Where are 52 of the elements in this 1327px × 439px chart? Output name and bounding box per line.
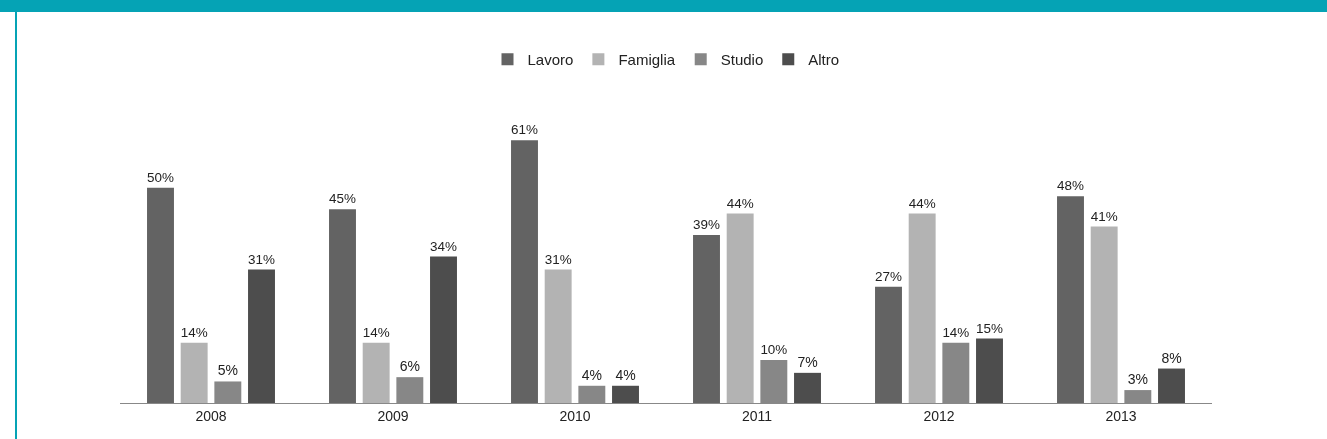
- data-label: 5%: [217, 362, 238, 379]
- bar: [976, 338, 1003, 403]
- bar: [430, 256, 457, 403]
- data-label: 4%: [581, 366, 602, 383]
- data-label: 14%: [180, 324, 208, 340]
- data-label: 48%: [1057, 178, 1084, 194]
- bar: [544, 269, 572, 403]
- x-tick-label: 2008: [195, 407, 227, 424]
- data-label: 27%: [875, 268, 902, 284]
- legend-label: Famiglia: [618, 51, 676, 69]
- legend-label: Studio: [720, 51, 764, 69]
- data-label: 6%: [399, 358, 420, 375]
- data-label: 45%: [329, 191, 356, 207]
- bar: [1057, 196, 1084, 403]
- x-tick-label: 2009: [377, 407, 409, 424]
- data-label: 39%: [693, 217, 720, 233]
- x-tick-label: 2011: [741, 407, 773, 424]
- data-label: 61%: [511, 122, 538, 138]
- data-label: 3%: [1127, 371, 1148, 388]
- bar: [1090, 226, 1118, 403]
- x-tick-label: 2010: [559, 407, 591, 424]
- bar: [329, 209, 356, 403]
- bar: [693, 235, 720, 403]
- data-label: 14%: [362, 324, 390, 340]
- data-label: 44%: [908, 195, 936, 211]
- x-tick-label: 2012: [923, 407, 955, 424]
- bar: [1158, 368, 1185, 403]
- bar: [511, 140, 538, 403]
- bar: [362, 342, 390, 403]
- bar: [147, 187, 174, 403]
- data-label: 34%: [430, 238, 457, 254]
- legend-label: Lavoro: [527, 51, 574, 69]
- data-label: 14%: [942, 324, 970, 340]
- x-tick-label: 2013: [1105, 407, 1137, 424]
- data-label: 31%: [544, 251, 572, 267]
- data-label: 7%: [797, 353, 818, 370]
- bar: [908, 213, 936, 403]
- bar: [875, 286, 902, 403]
- data-label: 10%: [760, 342, 788, 358]
- data-label: 44%: [726, 195, 754, 211]
- data-label: 41%: [1090, 208, 1118, 224]
- data-label: 15%: [976, 320, 1003, 336]
- bar: [794, 372, 821, 403]
- legend-label: Altro: [808, 51, 840, 69]
- data-label: 31%: [248, 251, 275, 267]
- data-label: 4%: [615, 366, 636, 383]
- data-label: 8%: [1161, 349, 1182, 366]
- bar: [248, 269, 275, 403]
- bar: [726, 213, 754, 403]
- data-label: 50%: [147, 169, 174, 185]
- bar: [180, 342, 208, 403]
- bar: [612, 385, 639, 403]
